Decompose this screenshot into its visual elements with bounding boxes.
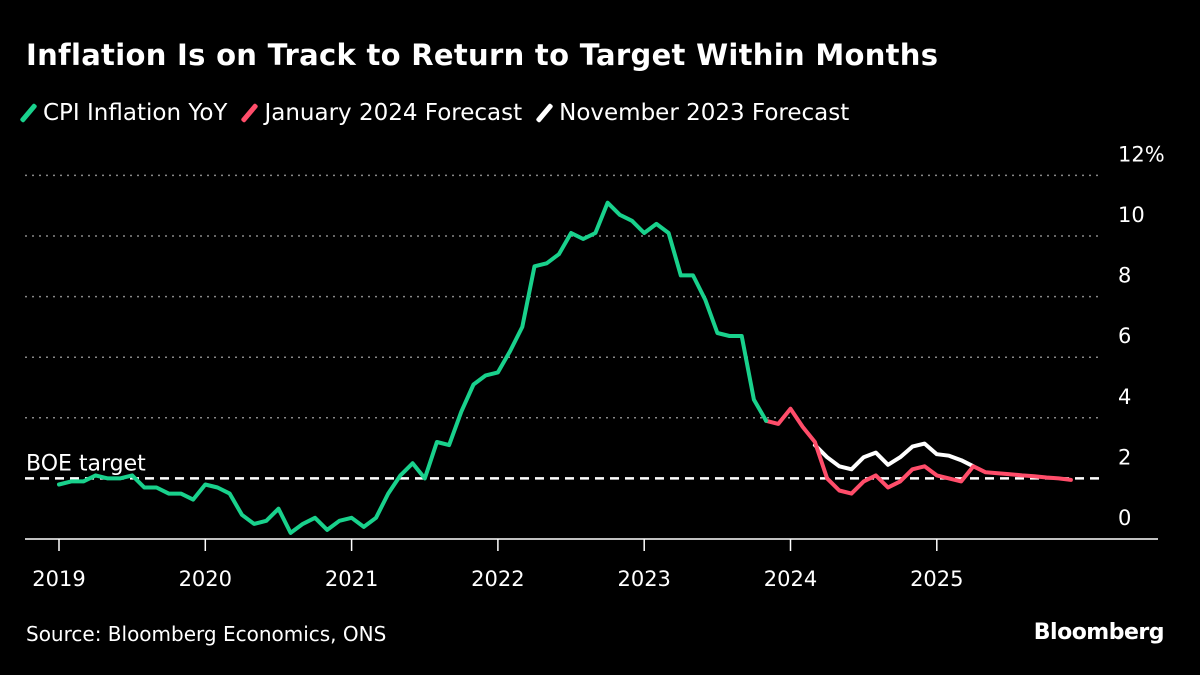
legend-item-nov2023: November 2023 Forecast [535,100,850,126]
y-tick-label: 0 [1118,506,1131,530]
source-note: Source: Bloomberg Economics, ONS [26,622,387,646]
y-tick-label: 6 [1118,324,1131,348]
series-line-january-2024-forecast [764,406,1073,496]
x-tick-label: 2021 [325,567,378,591]
x-tick-label: 2020 [179,567,232,591]
bloomberg-logo: Bloomberg [1033,620,1165,645]
x-tick-label: 2022 [471,567,524,591]
chart-title: Inflation Is on Track to Return to Targe… [26,38,939,72]
legend-label: CPI Inflation YoY [43,100,228,126]
y-tick-label: 10 [1118,203,1145,227]
legend-label: January 2024 Forecast [264,100,523,126]
y-tick-label: 12% [1118,142,1165,166]
y-tick-label: 8 [1118,264,1131,288]
legend-label: November 2023 Forecast [559,100,850,126]
series-line-november-2023-forecast [812,441,976,472]
x-tick-label: 2023 [617,567,670,591]
series-line-cpi-inflation-yoy [57,200,769,535]
y-tick-label: 2 [1118,445,1131,469]
x-tick-label: 2019 [32,567,85,591]
legend-item-jan2024: January 2024 Forecast [240,100,523,126]
y-tick-label: 4 [1118,385,1131,409]
legend: CPI Inflation YoY January 2024 Forecast … [19,100,850,126]
x-tick-label: 2025 [910,567,963,591]
boe-target-label: BOE target [26,451,146,476]
legend-item-cpi: CPI Inflation YoY [19,100,228,126]
x-tick-label: 2024 [764,567,817,591]
